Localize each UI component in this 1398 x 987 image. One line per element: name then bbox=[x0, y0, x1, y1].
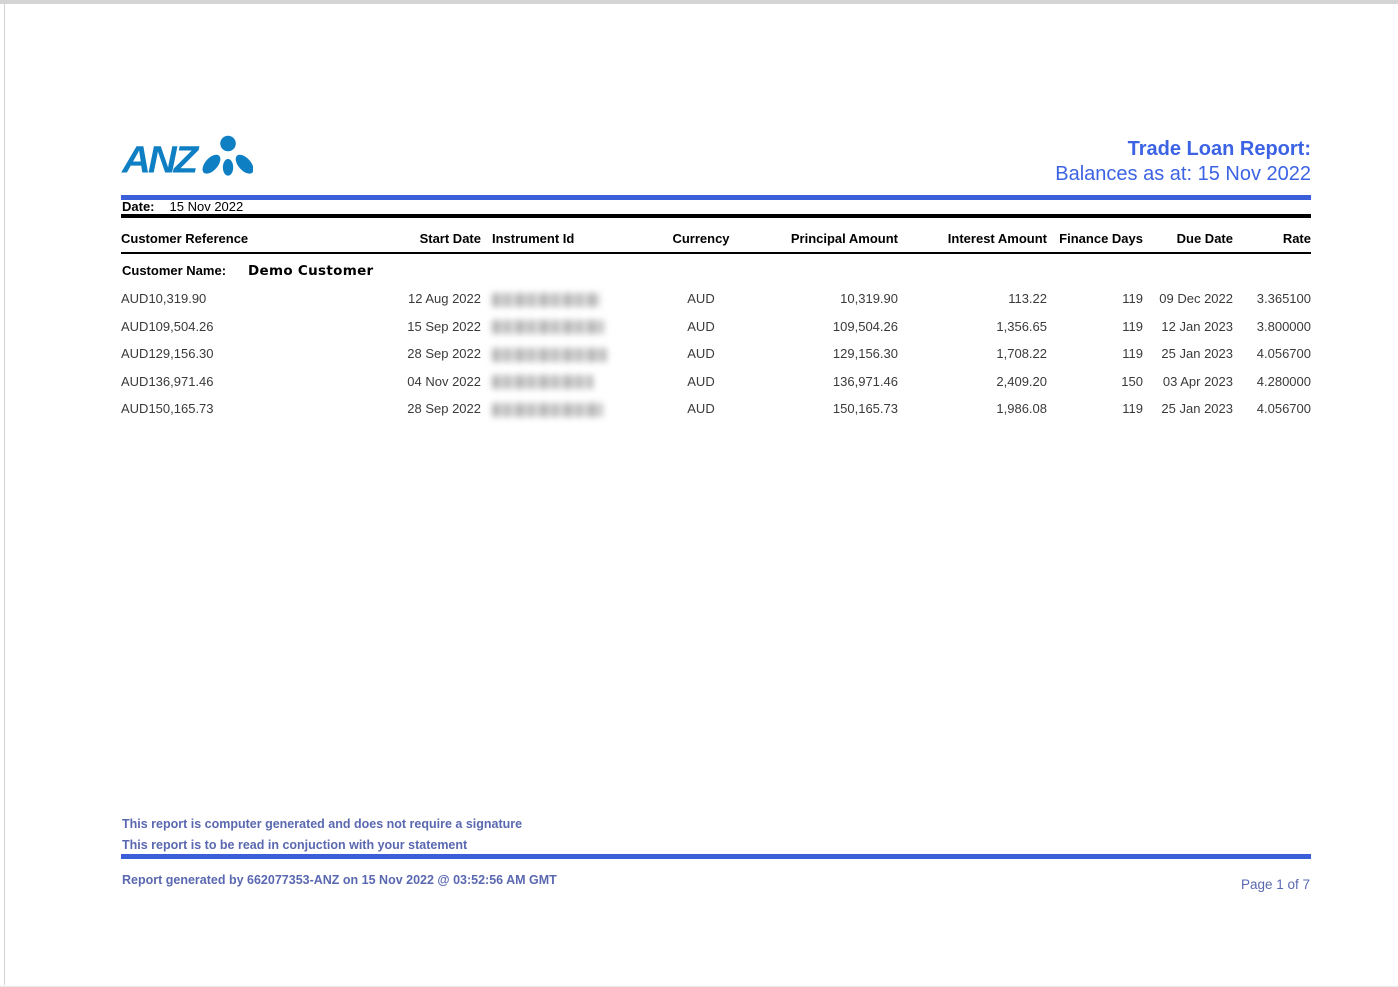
table-row: AUD10,319.90 12 Aug 2022 AUD 10,319.90 1… bbox=[121, 285, 1311, 313]
col-rate: Rate bbox=[1282, 231, 1311, 246]
cell-currency: AUD bbox=[687, 346, 715, 362]
table-row: AUD150,165.73 28 Sep 2022 AUD 150,165.73… bbox=[121, 395, 1311, 423]
customer-name-value: Demo Customer bbox=[248, 263, 374, 279]
cell-currency: AUD bbox=[687, 318, 715, 334]
anz-lotus-icon bbox=[202, 135, 254, 176]
date-label: Date: bbox=[122, 199, 155, 214]
cell-finance-days: 119 bbox=[1122, 346, 1143, 362]
customer-name-label: Customer Name: bbox=[122, 263, 227, 278]
cell-rate: 3.365100 bbox=[1256, 291, 1311, 307]
cell-currency: AUD bbox=[687, 401, 715, 417]
col-customer-reference: Customer Reference bbox=[121, 231, 249, 246]
cell-instrument-id bbox=[481, 373, 631, 390]
cell-principal-amount: 150,165.73 bbox=[832, 401, 898, 417]
cell-finance-days: 119 bbox=[1122, 401, 1143, 417]
col-start-date: Start Date bbox=[419, 231, 481, 246]
cell-interest-amount: 2,409.20 bbox=[996, 373, 1047, 389]
cell-customer-reference: AUD109,504.26 bbox=[121, 318, 214, 334]
cell-due-date: 03 Apr 2023 bbox=[1162, 373, 1233, 389]
cell-finance-days: 119 bbox=[1122, 291, 1143, 307]
cell-principal-amount: 109,504.26 bbox=[832, 318, 898, 334]
col-interest-amount: Interest Amount bbox=[947, 231, 1047, 246]
col-due-date: Due Date bbox=[1176, 231, 1233, 246]
col-currency: Currency bbox=[672, 231, 730, 246]
cell-interest-amount: 1,356.65 bbox=[996, 318, 1047, 334]
cell-due-date: 25 Jan 2023 bbox=[1161, 401, 1233, 417]
instrument-id-redacted bbox=[492, 375, 593, 390]
cell-principal-amount: 136,971.46 bbox=[832, 373, 898, 389]
report-title-block: Trade Loan Report: Balances as at: 15 No… bbox=[1055, 137, 1311, 187]
report-subtitle: Balances as at: 15 Nov 2022 bbox=[1055, 163, 1311, 185]
table-row: AUD129,156.30 28 Sep 2022 AUD 129,156.30… bbox=[121, 340, 1311, 368]
cell-due-date: 09 Dec 2022 bbox=[1159, 291, 1233, 307]
cell-rate: 4.056700 bbox=[1256, 401, 1311, 417]
top-blue-rule bbox=[121, 195, 1311, 200]
cell-due-date: 25 Jan 2023 bbox=[1161, 346, 1233, 362]
cell-start-date: 28 Sep 2022 bbox=[407, 346, 481, 362]
viewer-top-edge bbox=[0, 0, 1398, 4]
cell-instrument-id bbox=[481, 346, 631, 362]
col-principal-amount: Principal Amount bbox=[790, 231, 898, 246]
table-row: AUD109,504.26 15 Sep 2022 AUD 109,504.26… bbox=[121, 313, 1311, 341]
instrument-id-redacted bbox=[492, 347, 607, 362]
cell-instrument-id bbox=[481, 401, 631, 417]
col-instrument-id: Instrument Id bbox=[492, 231, 575, 246]
cell-interest-amount: 1,986.08 bbox=[996, 401, 1047, 417]
cell-customer-reference: AUD10,319.90 bbox=[121, 291, 207, 307]
cell-currency: AUD bbox=[687, 373, 715, 389]
cell-currency: AUD bbox=[687, 291, 715, 307]
cell-start-date: 04 Nov 2022 bbox=[407, 373, 481, 389]
instrument-id-redacted bbox=[492, 292, 600, 307]
page-indicator: Page 1 of 7 bbox=[1240, 877, 1310, 892]
table-row: AUD136,971.46 04 Nov 2022 AUD 136,971.46… bbox=[121, 368, 1311, 396]
cell-start-date: 28 Sep 2022 bbox=[407, 401, 481, 417]
col-finance-days: Finance Days bbox=[1059, 231, 1143, 246]
cell-customer-reference: AUD150,165.73 bbox=[121, 401, 214, 417]
cell-rate: 4.280000 bbox=[1256, 373, 1311, 389]
cell-interest-amount: 113.22 bbox=[1008, 291, 1047, 307]
viewer-left-edge bbox=[4, 4, 5, 985]
anz-wordmark: ANZ bbox=[122, 139, 198, 181]
footer-note-statement: This report is to be read in conjuction … bbox=[122, 838, 468, 852]
customer-name-line: Customer Name: Demo Customer bbox=[122, 263, 374, 279]
cell-due-date: 12 Jan 2023 bbox=[1161, 318, 1233, 334]
cell-customer-reference: AUD136,971.46 bbox=[121, 373, 214, 389]
date-value: 15 Nov 2022 bbox=[169, 199, 244, 214]
cell-rate: 4.056700 bbox=[1256, 346, 1311, 362]
anz-logo: ANZ bbox=[122, 130, 254, 181]
cell-interest-amount: 1,708.22 bbox=[996, 346, 1047, 362]
cell-finance-days: 119 bbox=[1122, 318, 1143, 334]
header-underline-rule bbox=[121, 252, 1311, 254]
cell-customer-reference: AUD129,156.30 bbox=[121, 346, 214, 362]
cell-instrument-id bbox=[481, 291, 631, 307]
report-content: ANZ Trade Loan Report: Balances as at: 1… bbox=[121, 0, 1311, 987]
footer-note-signature: This report is computer generated and do… bbox=[122, 817, 523, 831]
footer-blue-rule bbox=[121, 854, 1311, 859]
cell-instrument-id bbox=[481, 318, 631, 335]
table-header-row: Customer Reference Start Date Instrument… bbox=[121, 231, 1311, 246]
instrument-id-redacted bbox=[492, 320, 604, 335]
cell-start-date: 12 Aug 2022 bbox=[407, 291, 481, 307]
cell-finance-days: 150 bbox=[1121, 373, 1143, 389]
date-underline-rule bbox=[121, 214, 1311, 218]
report-generated-line: Report generated by 662077353-ANZ on 15 … bbox=[122, 873, 557, 887]
report-title: Trade Loan Report: bbox=[1127, 138, 1311, 160]
instrument-id-redacted bbox=[492, 402, 603, 417]
cell-start-date: 15 Sep 2022 bbox=[407, 318, 481, 334]
report-date-line: Date: 15 Nov 2022 bbox=[122, 199, 243, 214]
cell-rate: 3.800000 bbox=[1256, 318, 1311, 334]
cell-principal-amount: 129,156.30 bbox=[832, 346, 898, 362]
table-body: AUD10,319.90 12 Aug 2022 AUD 10,319.90 1… bbox=[121, 285, 1311, 423]
cell-principal-amount: 10,319.90 bbox=[840, 291, 898, 307]
